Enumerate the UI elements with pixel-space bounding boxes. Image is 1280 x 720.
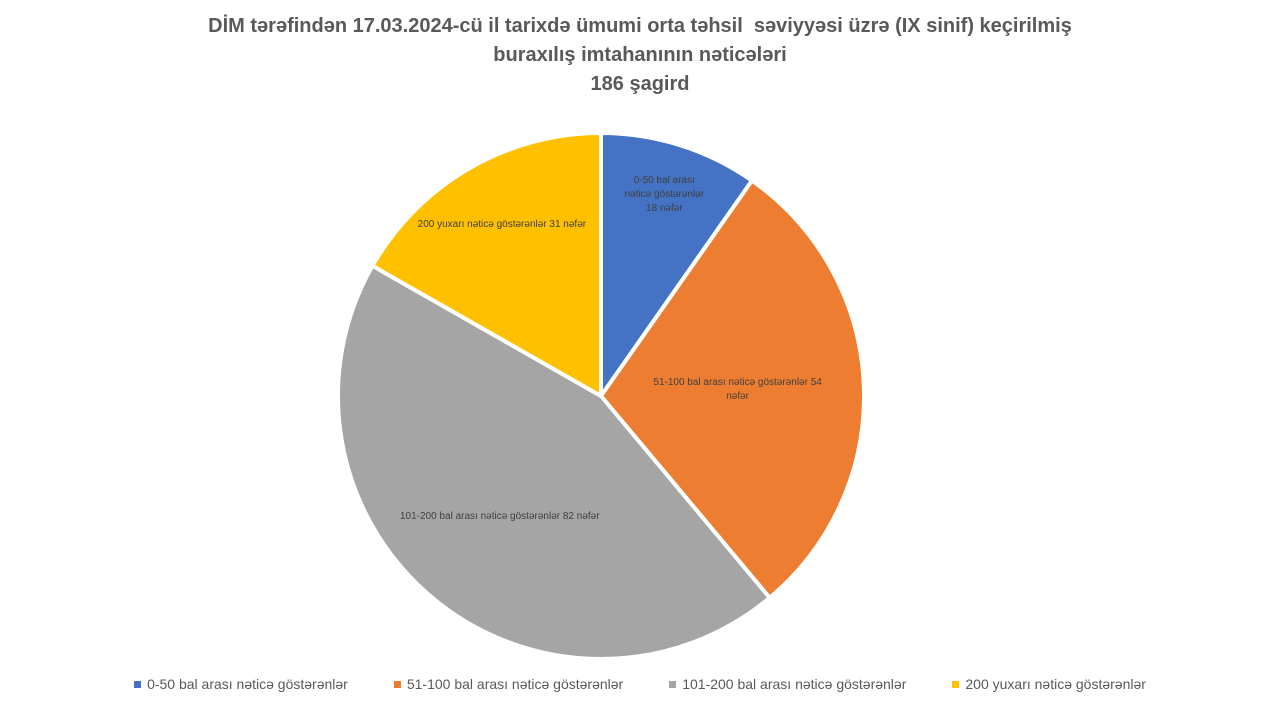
data-label-category: 51-100 bal arası nəticə göstərənlər	[653, 377, 808, 389]
legend-label: 0-50 bal arası nəticə göstərənlər	[147, 676, 348, 692]
data-label-value: 54 nəfər	[726, 377, 822, 403]
data-label-category: 101-200 bal arası nəticə göstərənlər	[399, 511, 561, 523]
title-line: DİM tərəfindən 17.03.2024-cü il tarixdə …	[208, 15, 1072, 37]
legend-marker	[669, 680, 677, 688]
legend-label: 51-100 bal arası nəticə göstərənlər	[406, 676, 624, 692]
pie-slice	[369, 130, 603, 400]
legend-item: 0-50 bal arası nəticə göstərənlər	[134, 676, 348, 692]
legend: 0-50 bal arası nəticə göstərənlər 51-100 …	[0, 676, 1280, 692]
data-label: 101-200 bal arası nəticə göstərənlər 82 …	[400, 510, 600, 524]
legend-label: 200 yuxarı nəticə göstərənlər	[965, 676, 1146, 692]
pie-slice	[336, 263, 773, 661]
data-label-value: 31 nəfər	[549, 219, 587, 231]
data-label-value: 82 nəfər	[562, 511, 600, 523]
legend-item: 101-200 bal arası nəticə göstərənlər	[669, 676, 906, 692]
legend-marker	[952, 680, 960, 688]
data-label: 200 yuxarı nəticə göstərənlər 31 nəfər	[417, 218, 587, 232]
data-label-value: 18 nəfər	[645, 203, 683, 215]
data-label: 0-50 bal arası nəticə göstərənlər 18 nəf…	[619, 174, 709, 216]
data-label-category: 0-50 bal arası nəticə göstərənlər	[624, 175, 705, 201]
pie-slice	[598, 177, 866, 601]
legend-marker	[134, 680, 142, 688]
legend-item: 51-100 bal arası nəticə göstərənlər	[393, 676, 624, 692]
legend-marker	[393, 680, 401, 688]
title-line: buraxılış imtahanının nəticələri	[493, 44, 787, 66]
subtitle: 186 şagird	[590, 73, 690, 95]
data-label-category: 200 yuxarı nəticə göstərənlər	[417, 219, 547, 231]
pie-slice	[599, 130, 755, 403]
chart-title: DİM tərəfindən 17.03.2024-cü il tarixdə …	[0, 12, 1280, 99]
data-label: 51-100 bal arası nəticə göstərənlər 54 n…	[643, 376, 833, 404]
legend-label: 101-200 bal arası nəticə göstərənlər	[682, 676, 907, 692]
legend-item: 200 yuxarı nəticə göstərənlər	[952, 676, 1146, 692]
